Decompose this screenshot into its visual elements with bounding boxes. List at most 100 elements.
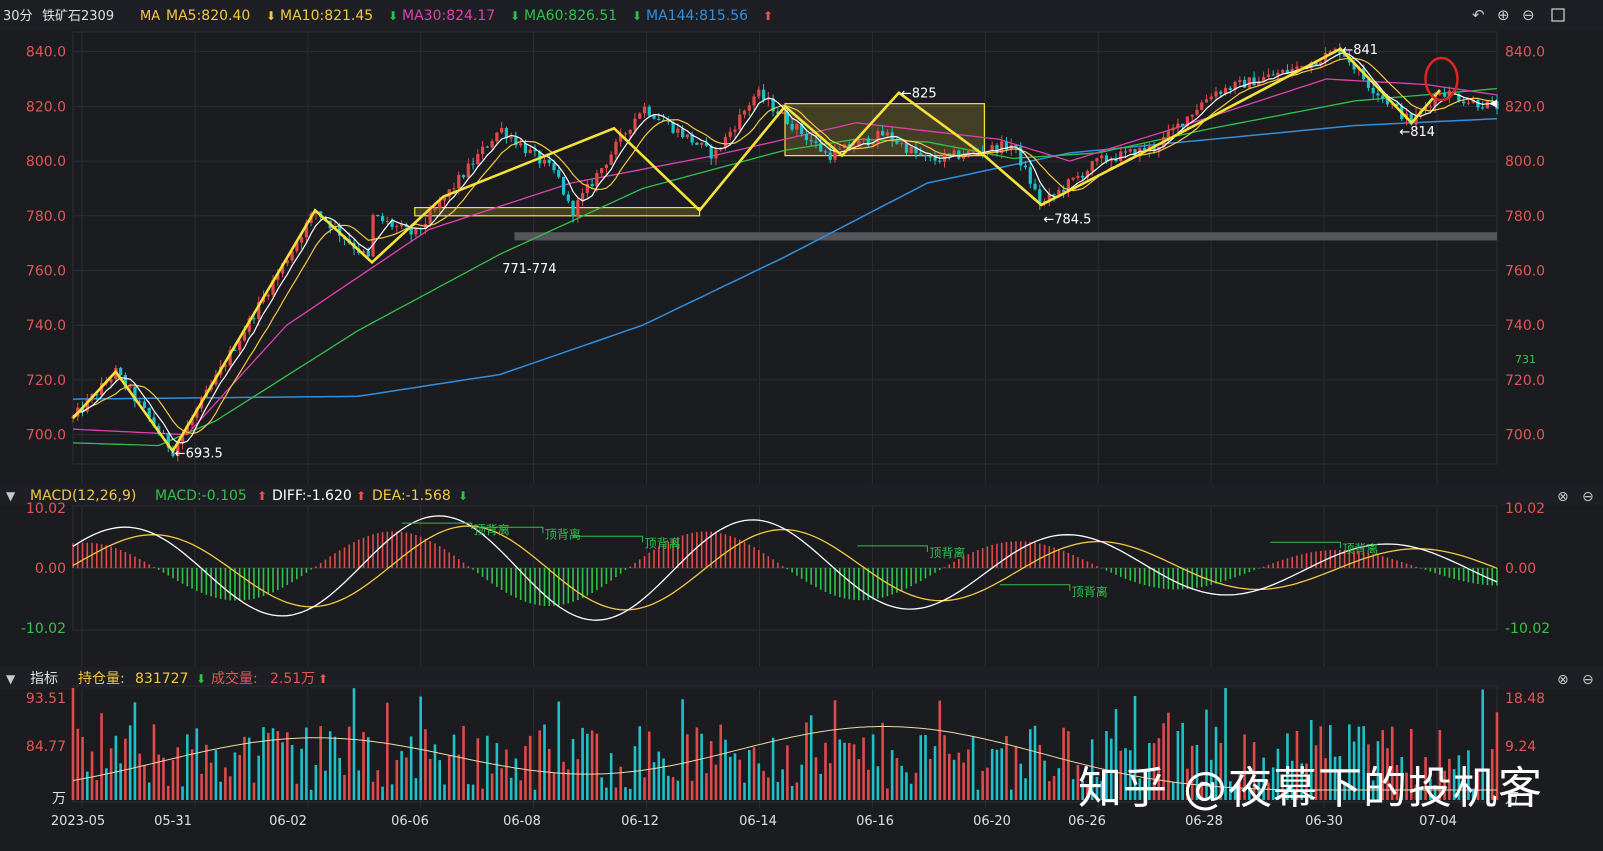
candle bbox=[228, 349, 232, 366]
candle bbox=[876, 131, 880, 143]
candle bbox=[1033, 183, 1037, 190]
candle bbox=[142, 401, 147, 408]
header-bar bbox=[0, 0, 1603, 30]
candle bbox=[514, 137, 518, 146]
candle bbox=[742, 110, 747, 115]
y-tick-label: 700.0 bbox=[26, 428, 66, 444]
candle bbox=[914, 146, 918, 154]
candle bbox=[1219, 91, 1223, 94]
candle bbox=[1181, 123, 1185, 127]
candle bbox=[938, 160, 942, 162]
x-tick-label: 06-08 bbox=[503, 814, 541, 829]
candle bbox=[961, 155, 966, 159]
collapse-icon[interactable]: ▼ bbox=[6, 489, 16, 503]
macd-y-tick: 10.02 bbox=[26, 501, 66, 517]
candle bbox=[1104, 155, 1109, 162]
candle bbox=[1376, 93, 1380, 96]
candle bbox=[1057, 189, 1061, 195]
candle bbox=[1114, 159, 1118, 162]
candle bbox=[895, 140, 899, 144]
x-tick-label: 06-28 bbox=[1185, 814, 1223, 829]
candle bbox=[1266, 74, 1270, 77]
y-tick-label-right: 740.0 bbox=[1505, 318, 1545, 334]
close-icon[interactable]: ⊗ bbox=[1557, 489, 1569, 505]
collapse-icon[interactable]: ▼ bbox=[6, 672, 16, 686]
y-tick-label-right: 820.0 bbox=[1505, 99, 1545, 115]
candle bbox=[1271, 74, 1275, 76]
candle bbox=[542, 159, 547, 164]
candle bbox=[1328, 51, 1332, 53]
symbol-label[interactable]: 铁矿石2309 bbox=[42, 9, 114, 24]
candle bbox=[400, 224, 404, 227]
macd-label[interactable]: MACD(12,26,9) bbox=[30, 488, 136, 504]
candle bbox=[857, 140, 861, 147]
candle bbox=[490, 141, 494, 148]
settings-icon[interactable] bbox=[1551, 8, 1565, 22]
candle bbox=[1476, 100, 1480, 108]
candle bbox=[723, 136, 728, 148]
candle bbox=[823, 151, 828, 153]
candle bbox=[638, 113, 642, 119]
candle bbox=[176, 443, 180, 456]
arrow-down-icon: ⬇ bbox=[510, 9, 520, 23]
candle bbox=[99, 383, 104, 396]
y-tick-label-right: 760.0 bbox=[1505, 264, 1545, 280]
candle bbox=[557, 170, 561, 177]
candle bbox=[1128, 149, 1132, 152]
candle bbox=[371, 214, 375, 257]
expand-icon[interactable]: ⊖ bbox=[1582, 489, 1594, 505]
candle bbox=[952, 150, 956, 155]
candle bbox=[242, 331, 247, 341]
arrow-down-icon: ⬇ bbox=[266, 9, 276, 23]
candle bbox=[766, 98, 770, 100]
candle bbox=[1019, 146, 1023, 166]
candle bbox=[1185, 116, 1190, 127]
range-box-780 bbox=[414, 207, 701, 217]
candle bbox=[1062, 189, 1066, 192]
candle bbox=[881, 131, 885, 136]
zoom-in-icon[interactable]: ⊕ bbox=[1497, 6, 1510, 24]
candle bbox=[1200, 102, 1204, 110]
candle bbox=[804, 133, 809, 141]
price-annotation: ←784.5 bbox=[1043, 213, 1091, 228]
candle bbox=[681, 128, 685, 138]
undo-icon[interactable]: ↶ bbox=[1472, 6, 1485, 24]
candle bbox=[966, 150, 970, 156]
candle bbox=[147, 407, 151, 418]
candle bbox=[1076, 175, 1080, 178]
volume-y-tick: 万 bbox=[52, 791, 66, 807]
candle bbox=[466, 163, 470, 178]
candle bbox=[480, 146, 485, 155]
candle bbox=[1466, 102, 1471, 104]
x-tick-label: 07-04 bbox=[1419, 814, 1457, 829]
expand-icon[interactable]: ⊖ bbox=[1582, 672, 1594, 688]
arrow-down-icon: ⬇ bbox=[196, 672, 206, 686]
candle bbox=[933, 157, 937, 161]
candle bbox=[1366, 79, 1371, 88]
candle bbox=[376, 214, 380, 217]
candle bbox=[695, 142, 699, 145]
x-tick-label: 06-12 bbox=[621, 814, 659, 829]
divergence-bracket bbox=[1270, 541, 1341, 549]
candle bbox=[1133, 149, 1137, 157]
period-label[interactable]: 30分 bbox=[3, 9, 33, 24]
candle bbox=[257, 302, 261, 320]
candle bbox=[438, 200, 442, 208]
macd-y-tick-right: 0.00 bbox=[1505, 561, 1536, 577]
candle bbox=[752, 96, 756, 106]
candle bbox=[781, 112, 785, 114]
volume-panel-label[interactable]: 指标 bbox=[30, 671, 58, 687]
diff-value: DIFF:-1.620 bbox=[272, 488, 352, 504]
zoom-out-icon[interactable]: ⊖ bbox=[1522, 6, 1535, 24]
candle bbox=[238, 340, 242, 351]
x-tick-label: 06-14 bbox=[739, 814, 777, 829]
candle bbox=[700, 142, 704, 145]
close-icon[interactable]: ⊗ bbox=[1557, 672, 1569, 688]
candle bbox=[957, 150, 961, 159]
candle bbox=[519, 143, 523, 146]
highlight-circle bbox=[1424, 56, 1459, 102]
candle bbox=[1109, 159, 1113, 162]
candle bbox=[123, 375, 127, 388]
